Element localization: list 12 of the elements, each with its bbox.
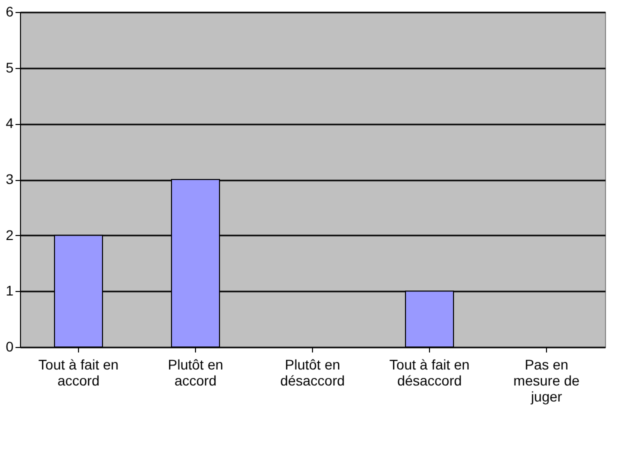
x-tick-label: Plutôt en accord [168,356,224,388]
y-tick-label: 4 [6,115,14,132]
y-tick-label: 3 [6,171,14,187]
y-tick-label: 0 [6,338,14,354]
y-tick-label: 5 [6,59,14,76]
y-tick-label: 2 [6,226,14,243]
x-tick-label: Tout à fait en accord [38,356,119,388]
y-tick-label: 1 [6,282,14,299]
x-tick-label: Plutôt en désaccord [280,356,345,388]
x-tick-label: Pas en mesure de juger [513,356,580,404]
x-tick-label: Tout à fait en désaccord [389,356,470,388]
y-tick-label: 6 [6,4,14,20]
